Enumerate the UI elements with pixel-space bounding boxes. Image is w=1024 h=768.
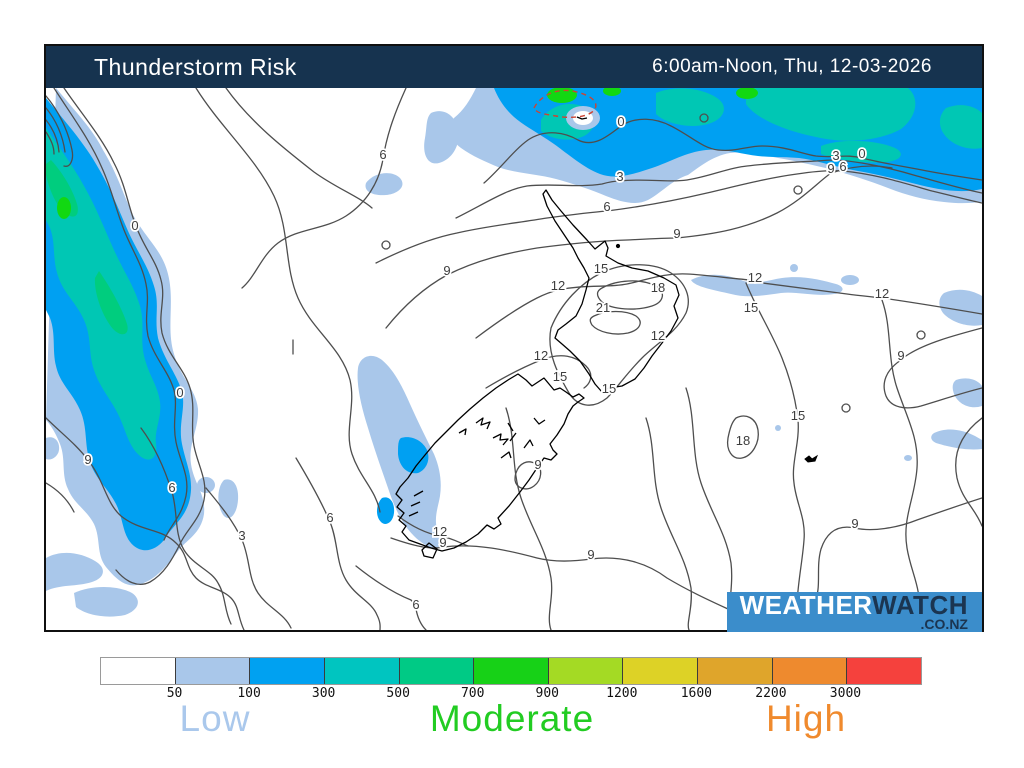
legend-tick: 900	[535, 686, 560, 701]
risk-shading	[46, 88, 982, 617]
contour-label: 15	[791, 408, 805, 423]
logo-wordmark: WEATHERWATCH	[739, 590, 968, 620]
legend-tick: 50	[166, 686, 183, 701]
map-datetime: 6:00am-Noon, Thu, 12-03-2026	[652, 56, 932, 77]
logo-watch-text: WATCH	[872, 590, 968, 620]
contour-label: 6	[379, 147, 386, 162]
legend-tick: 3000	[829, 686, 862, 701]
legend-cell	[324, 658, 400, 684]
contour-label: 12	[748, 270, 762, 285]
contour-label: 9	[587, 547, 594, 562]
map-title: Thunderstorm Risk	[94, 53, 297, 80]
legend-cell	[101, 658, 176, 684]
contour-label: 6	[168, 480, 175, 495]
contour-label: 12	[433, 524, 447, 539]
legend-cell	[250, 658, 325, 684]
legend-cell	[698, 658, 773, 684]
contour-label: 0	[176, 385, 183, 400]
logo-weather-text: WEATHER	[739, 590, 873, 620]
legend-tick: 700	[460, 686, 485, 701]
contour-lines	[46, 88, 982, 630]
risk-label-moderate: Moderate	[429, 698, 595, 739]
contour-label: 9	[851, 516, 858, 531]
legend-tick: 2200	[755, 686, 787, 701]
contour-label: 9	[534, 457, 541, 472]
contour-label: 9	[84, 452, 91, 467]
risk-labels: Low Moderate High	[0, 698, 1024, 744]
red-dashed-contour	[533, 89, 597, 118]
contour-label: 6	[326, 510, 333, 525]
contour-label: 12	[551, 278, 565, 293]
contour-label: 3	[238, 528, 245, 543]
contour-label: 15	[594, 261, 608, 276]
contour-label: 6	[412, 597, 419, 612]
legend-tick: 1200	[606, 686, 638, 701]
contour-label: 0	[131, 218, 138, 233]
legend-cell	[847, 658, 922, 684]
contour-label: 12	[534, 348, 548, 363]
legend-tick: 1600	[680, 686, 713, 701]
legend-ticks: 50 100 300 500 700 900 1200 1600 2200 3000	[100, 686, 920, 702]
risk-label-high: High	[765, 698, 847, 739]
risk-label-low: Low	[179, 698, 251, 739]
contour-label: 15	[744, 300, 758, 315]
contour-label: 6	[603, 199, 610, 214]
map-header: Thunderstorm Risk 6:00am-Noon, Thu, 12-0…	[46, 46, 982, 88]
legend-tick: 500	[386, 686, 410, 701]
legend-cell	[399, 658, 475, 684]
contour-label: 9	[439, 535, 446, 550]
contour-label: 0	[858, 146, 865, 161]
contour-label: 6	[839, 159, 846, 174]
legend-cell	[623, 658, 699, 684]
nz-coastline	[395, 116, 819, 559]
contour-label: 9	[673, 226, 680, 241]
legend-bar	[100, 657, 922, 685]
contour-label: 0	[617, 114, 624, 129]
contour-label: 9	[443, 263, 450, 278]
contour-label: 9	[897, 348, 904, 363]
map-panel: Thunderstorm Risk 6:00am-Noon, Thu, 12-0…	[44, 44, 984, 632]
legend-cell	[548, 658, 624, 684]
weatherwatch-logo: WEATHERWATCH .CO.NZ	[727, 592, 982, 632]
legend-cell	[474, 658, 549, 684]
contour-label: 12	[875, 286, 889, 301]
contour-label: 12	[651, 328, 665, 343]
contour-label: 21	[596, 300, 610, 315]
contour-label: 15	[553, 369, 567, 384]
contour-label: 9	[827, 161, 834, 176]
legend-tick: 300	[311, 686, 336, 701]
map-area: 0 6 0 3 6 9 3 0 6 9 9 15 12 18 21 12 12 15 12 9 15 18 12 15 15 0 9…	[46, 88, 982, 632]
legend-cell	[175, 658, 251, 684]
contour-label: 3	[832, 148, 839, 163]
contour-label: 3	[616, 169, 623, 184]
contour-label: 15	[602, 381, 616, 396]
legend-cell	[772, 658, 848, 684]
legend-tick: 100	[237, 686, 261, 701]
logo-conz-text: .CO.NZ	[920, 616, 968, 632]
contour-label: 18	[736, 433, 750, 448]
contour-label: 18	[651, 280, 665, 295]
